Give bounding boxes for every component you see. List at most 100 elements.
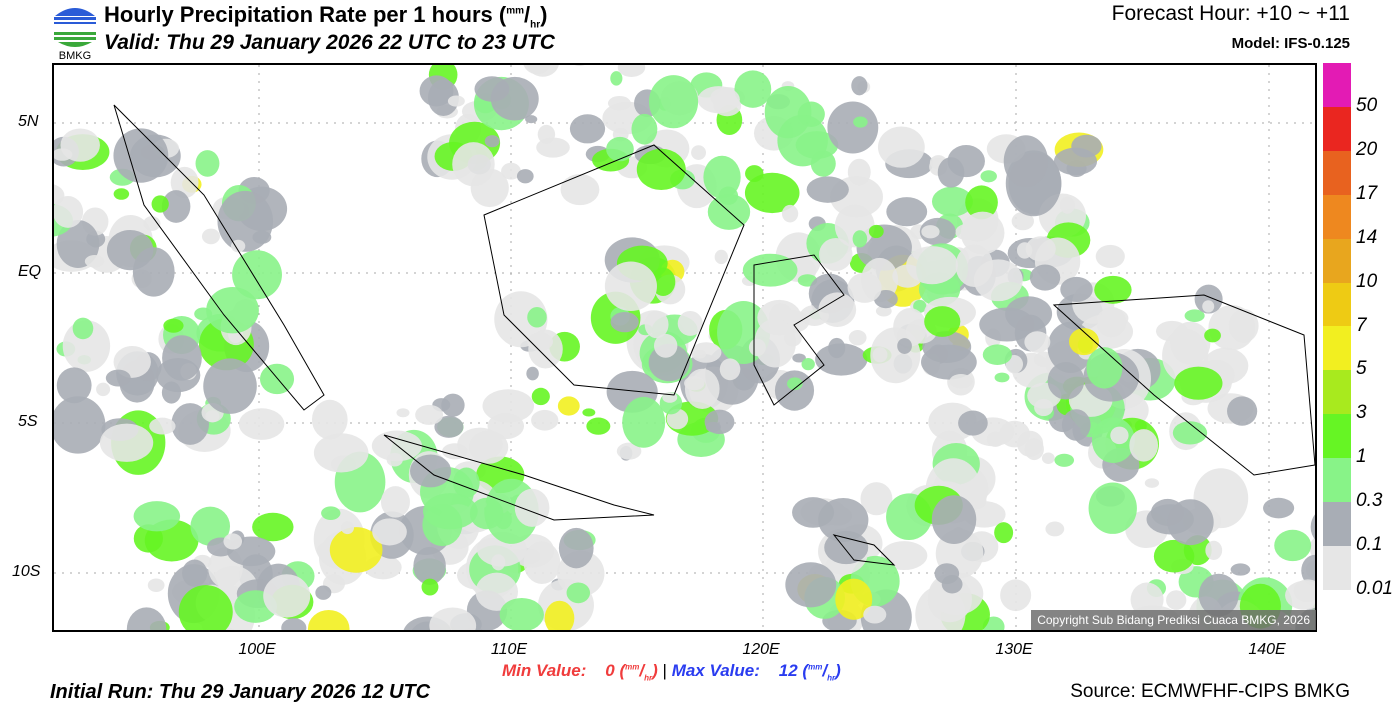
precip-area	[421, 578, 439, 596]
precip-area	[631, 113, 658, 145]
precip-area	[238, 408, 285, 440]
precip-area	[1310, 514, 1315, 540]
precip-area	[1095, 244, 1125, 269]
precip-area	[949, 374, 973, 389]
coastline	[753, 254, 845, 406]
precip-area	[525, 115, 538, 124]
precip-area	[863, 605, 887, 624]
precip-area	[419, 75, 454, 107]
legend-label: 17	[1356, 182, 1378, 204]
precip-area	[230, 239, 246, 253]
precip-area	[906, 246, 958, 285]
min-max-values: Min Value: 0 (mm/hr) | Max Value: 12 (mm…	[502, 661, 841, 683]
precip-area	[1041, 452, 1055, 464]
precip-area	[311, 399, 348, 440]
legend-swatch	[1323, 414, 1351, 459]
precip-area	[792, 353, 806, 363]
precip-area	[56, 367, 92, 404]
precip-area	[617, 65, 646, 77]
precip-area	[195, 150, 220, 177]
precip-area	[281, 618, 307, 630]
precip-area	[413, 546, 446, 585]
precip-area	[523, 541, 561, 585]
precip-area	[566, 582, 591, 604]
precip-area	[818, 238, 853, 271]
precip-area	[958, 410, 988, 436]
precip-area	[582, 408, 596, 417]
precip-area	[1230, 563, 1251, 576]
precip-area	[113, 345, 151, 378]
precip-area	[1263, 497, 1295, 519]
precip-area	[499, 598, 544, 630]
precip-area	[1198, 573, 1239, 617]
precip-area	[745, 165, 764, 183]
max-value: 12	[778, 661, 798, 680]
precip-area	[329, 527, 383, 573]
precip-area	[1129, 429, 1159, 462]
map-title: Hourly Precipitation Rate per 1 hours (m…	[104, 2, 548, 31]
precip-area	[622, 396, 666, 448]
precip-area	[1071, 134, 1102, 158]
precip-area	[999, 420, 1031, 448]
precip-area	[931, 186, 973, 217]
precip-area	[1054, 453, 1075, 467]
precip-area	[931, 495, 977, 545]
precipitation-map	[52, 63, 1317, 632]
precip-area	[569, 114, 606, 144]
precip-area	[818, 497, 869, 542]
precip-area	[526, 65, 559, 77]
precip-area	[441, 393, 465, 417]
data-source: Source: ECMWFHF-CIPS BMKG	[1070, 681, 1350, 702]
min-label: Min Value:	[502, 661, 587, 680]
precip-area	[106, 229, 154, 271]
precip-area	[315, 585, 332, 600]
precip-area	[501, 162, 521, 180]
precip-area	[875, 305, 892, 317]
precip-area	[897, 338, 912, 354]
precip-area	[469, 430, 509, 464]
precip-area	[1174, 366, 1223, 400]
precip-area	[982, 344, 1012, 365]
precip-area	[516, 169, 534, 184]
precip-area	[1204, 328, 1221, 343]
precip-area	[697, 86, 740, 114]
precip-area	[801, 358, 815, 371]
precip-area	[490, 76, 539, 121]
precip-area	[913, 299, 927, 313]
precip-area	[434, 415, 464, 438]
precip-area	[151, 195, 169, 213]
precip-area	[203, 358, 257, 414]
precip-area	[396, 408, 410, 418]
legend-label: 14	[1356, 226, 1378, 248]
precip-area	[1130, 582, 1164, 617]
precip-area	[604, 261, 657, 311]
precip-area	[206, 287, 259, 334]
precip-area	[429, 607, 477, 630]
legend-label: 5	[1356, 358, 1367, 380]
precip-area	[994, 522, 1014, 544]
precip-area	[606, 136, 634, 162]
precip-area	[54, 396, 106, 454]
valid-time: Valid: Thu 29 January 2026 22 UTC to 23 …	[104, 31, 555, 54]
precip-area	[1227, 396, 1258, 426]
precip-area	[1005, 296, 1053, 332]
precip-area	[719, 358, 741, 381]
precip-area	[828, 337, 846, 359]
precip-area	[163, 318, 184, 333]
precip-area	[1025, 236, 1056, 262]
precip-area	[868, 224, 884, 239]
precip-area	[514, 488, 550, 527]
precip-area	[1194, 284, 1223, 314]
precip-area	[994, 372, 1010, 383]
legend-swatch	[1323, 238, 1351, 283]
precip-area	[1166, 590, 1187, 610]
precip-area	[734, 70, 772, 108]
precip-area	[1061, 409, 1091, 441]
legend-label: 0.3	[1356, 490, 1383, 512]
precip-area	[1172, 421, 1208, 445]
precip-area	[636, 148, 686, 191]
precip-area	[452, 142, 495, 187]
precip-area	[386, 452, 403, 467]
precip-area	[607, 96, 631, 111]
precip-area	[1047, 362, 1085, 400]
